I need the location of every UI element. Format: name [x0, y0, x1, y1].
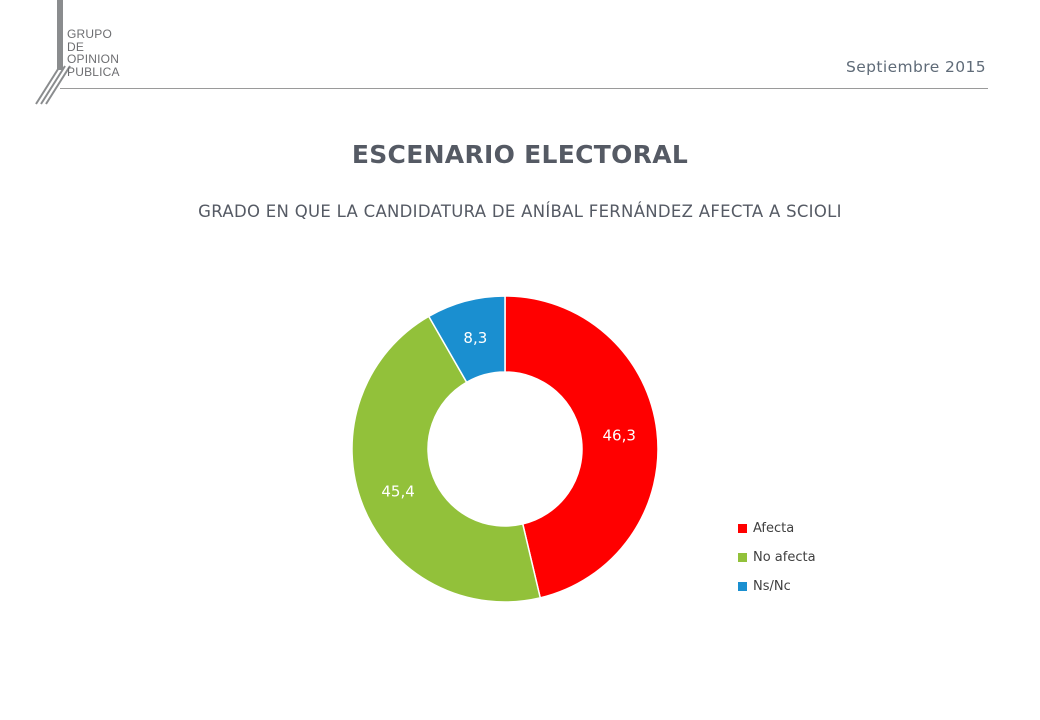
slice-afecta [504, 295, 659, 599]
legend-item-no-afecta: No afecta [738, 543, 816, 572]
chart-legend: Afecta No afecta Ns/Nc [738, 514, 816, 601]
header-divider [60, 88, 988, 89]
logo-line: PUBLICA [67, 64, 120, 79]
logo-line: DE [67, 39, 85, 54]
report-date: Septiembre 2015 [845, 58, 986, 76]
legend-label: No afecta [753, 550, 816, 565]
data-label-afecta: 46,3 [603, 427, 636, 445]
legend-swatch [738, 553, 747, 562]
logo-text: GRUPO DE OPINION PUBLICA [67, 28, 120, 78]
logo-line: OPINION [67, 52, 120, 66]
legend-swatch [738, 582, 747, 591]
legend-swatch [738, 524, 747, 533]
legend-item-afecta: Afecta [738, 514, 816, 543]
logo-line: GRUPO [67, 27, 113, 41]
legend-label: Afecta [753, 521, 795, 536]
chart-title: ESCENARIO ELECTORAL [351, 140, 689, 169]
grupo-opinion-publica-logo [35, 0, 71, 105]
data-label-no-afecta: 45,4 [381, 482, 414, 500]
slice-no-afecta [351, 315, 542, 603]
legend-label: Ns/Nc [753, 579, 791, 594]
slice-ns-nc [427, 295, 506, 384]
data-label-ns-nc: 8,3 [463, 329, 487, 347]
chart-subtitle: GRADO EN QUE LA CANDIDATURA DE ANÍBAL FE… [198, 202, 842, 221]
legend-item-ns-nc: Ns/Nc [738, 572, 816, 601]
